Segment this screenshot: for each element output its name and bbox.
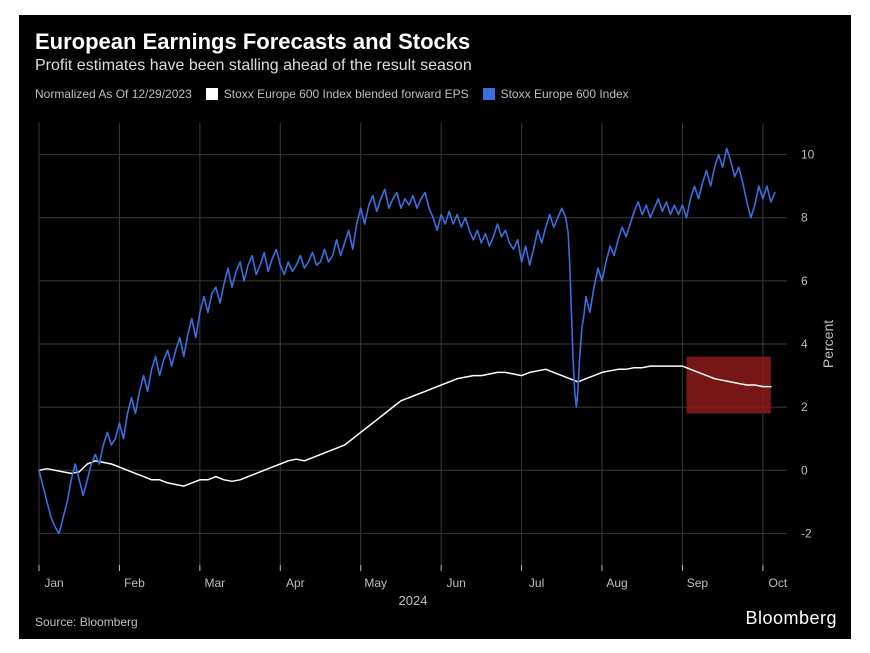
legend-item-index: Stoxx Europe 600 Index	[483, 87, 629, 101]
svg-text:0: 0	[801, 463, 808, 477]
legend-label-index: Stoxx Europe 600 Index	[501, 87, 629, 101]
chart-subtitle: Profit estimates have been stalling ahea…	[19, 57, 851, 83]
brand-logo: Bloomberg	[745, 608, 837, 629]
legend-swatch-eps	[206, 88, 218, 100]
svg-text:10: 10	[801, 147, 815, 161]
svg-text:8: 8	[801, 210, 808, 224]
legend-item-eps: Stoxx Europe 600 Index blended forward E…	[206, 87, 469, 101]
svg-text:2024: 2024	[399, 593, 428, 608]
chart-card: { "title": "European Earnings Forecasts …	[19, 15, 851, 639]
chart-svg: -20246810PercentJanFebMarAprMayJunJulAug…	[35, 119, 791, 569]
svg-text:Apr: Apr	[286, 576, 305, 590]
svg-text:Mar: Mar	[205, 576, 226, 590]
chart-title: European Earnings Forecasts and Stocks	[19, 15, 851, 57]
svg-text:Jan: Jan	[44, 576, 63, 590]
svg-text:May: May	[364, 576, 387, 590]
svg-text:2: 2	[801, 400, 808, 414]
legend-swatch-index	[483, 88, 495, 100]
legend-label-eps: Stoxx Europe 600 Index blended forward E…	[224, 87, 469, 101]
svg-text:Oct: Oct	[769, 576, 788, 590]
legend-note: Normalized As Of 12/29/2023	[35, 87, 192, 101]
svg-text:6: 6	[801, 273, 808, 287]
svg-text:Jun: Jun	[446, 576, 465, 590]
svg-text:4: 4	[801, 337, 808, 351]
svg-text:Sep: Sep	[687, 576, 709, 590]
svg-text:Feb: Feb	[124, 576, 145, 590]
svg-text:-2: -2	[801, 526, 812, 540]
svg-text:Jul: Jul	[529, 576, 544, 590]
svg-text:Aug: Aug	[606, 576, 627, 590]
plot-area: -20246810PercentJanFebMarAprMayJunJulAug…	[35, 119, 791, 569]
svg-text:Percent: Percent	[820, 319, 836, 367]
source-footer: Source: Bloomberg	[35, 615, 138, 629]
legend: Normalized As Of 12/29/2023 Stoxx Europe…	[19, 83, 851, 107]
